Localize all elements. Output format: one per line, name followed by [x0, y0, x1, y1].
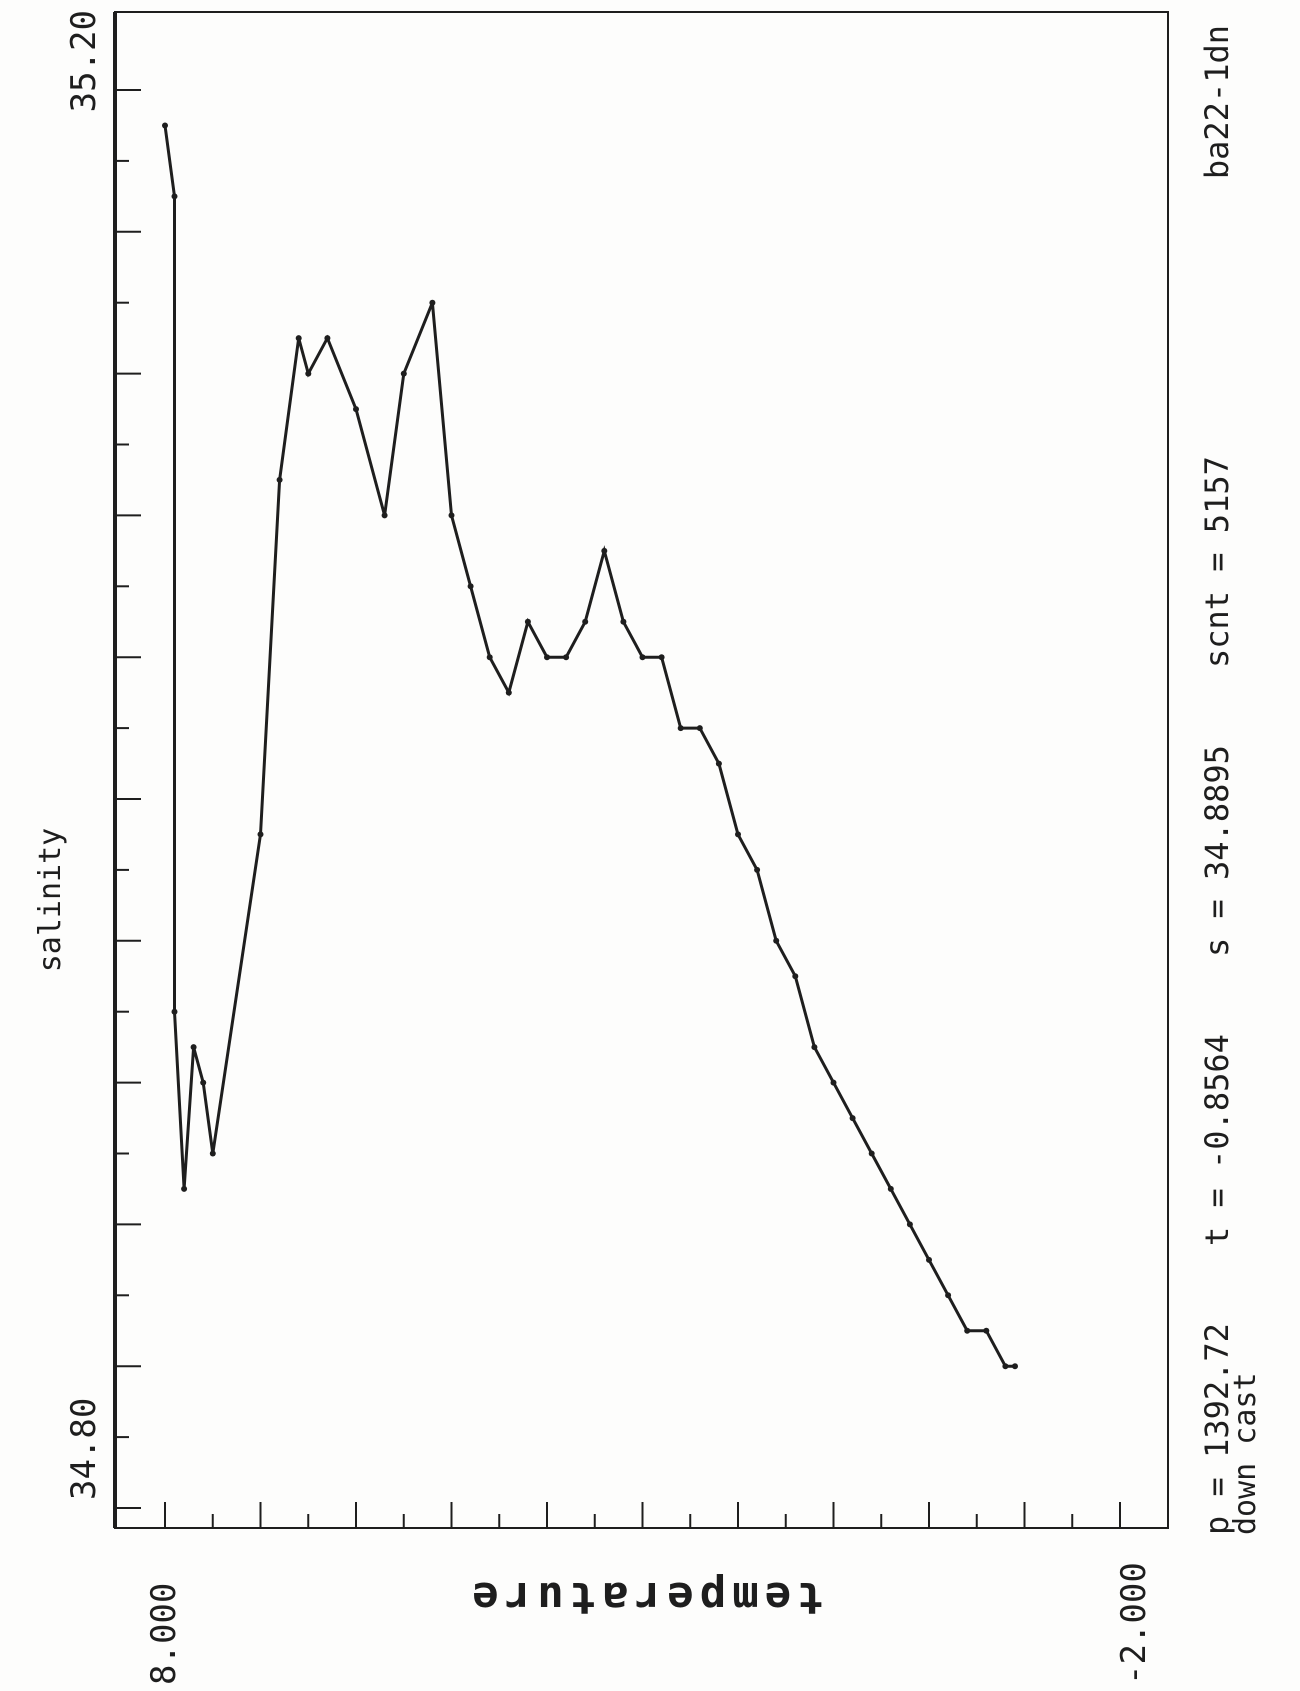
- data-point: [505, 689, 512, 696]
- frame-layer: [113, 11, 1169, 1529]
- data-point: [849, 1115, 856, 1122]
- data-point: [171, 1008, 178, 1015]
- y-tick-label-max: 35.20: [64, 10, 104, 112]
- data-point: [1012, 1363, 1018, 1370]
- series-layer: [162, 122, 1018, 1370]
- station-id: ba22-1dn: [1198, 25, 1236, 179]
- data-point: [887, 1185, 894, 1192]
- data-point: [381, 512, 388, 519]
- data-point: [353, 406, 359, 413]
- x-axis-label: temperature: [466, 1572, 823, 1623]
- data-point: [601, 547, 608, 554]
- x-tick-label-min: 8.000: [144, 1583, 184, 1685]
- data-point: [868, 1150, 875, 1157]
- y-tick-label-min: 34.80: [64, 1398, 104, 1500]
- data-point: [544, 654, 550, 661]
- cast-direction: down cast: [1228, 1372, 1263, 1535]
- data-point: [448, 512, 455, 519]
- data-point: [190, 1044, 197, 1051]
- label-layer: salinity 34.80 35.20 8.000 -2.000 temper…: [33, 10, 1263, 1685]
- data-point: [792, 973, 799, 980]
- data-point: [295, 335, 302, 342]
- data-point: [639, 654, 646, 661]
- data-point: [830, 1079, 837, 1086]
- data-point: [563, 654, 570, 661]
- data-point: [715, 760, 722, 767]
- data-point: [677, 725, 684, 732]
- data-point: [276, 476, 283, 483]
- data-point: [181, 1185, 188, 1192]
- y-axis-label: salinity: [33, 828, 68, 973]
- data-point: [964, 1327, 971, 1334]
- data-point: [305, 370, 312, 377]
- data-point: [983, 1327, 990, 1334]
- data-point: [811, 1044, 818, 1051]
- data-point: [754, 866, 761, 873]
- data-point: [735, 831, 741, 838]
- data-point: [200, 1079, 207, 1086]
- plot-frame: [114, 11, 1169, 1529]
- data-point: [658, 654, 665, 661]
- tick-layer: [115, 89, 1121, 1528]
- data-point: [209, 1150, 216, 1157]
- data-point: [620, 618, 627, 625]
- data-point: [324, 335, 331, 342]
- data-point: [400, 370, 407, 377]
- status-readout: p = 1392.72 t = -0.8564 s = 34.8895 scnt…: [1198, 456, 1236, 1535]
- data-point: [906, 1221, 913, 1228]
- series-line-0: [163, 125, 1015, 1368]
- data-point: [429, 299, 436, 306]
- x-tick-label-max: -2.000: [1114, 1562, 1154, 1685]
- data-point: [926, 1256, 932, 1263]
- data-point: [486, 654, 493, 661]
- data-point: [171, 193, 178, 200]
- data-point: [773, 937, 780, 944]
- data-point: [257, 831, 264, 838]
- data-point: [524, 618, 531, 625]
- data-point: [1002, 1363, 1009, 1370]
- data-point: [945, 1292, 952, 1299]
- data-point: [696, 725, 703, 732]
- data-point: [162, 122, 168, 129]
- data-point: [582, 618, 589, 625]
- data-point: [467, 583, 474, 590]
